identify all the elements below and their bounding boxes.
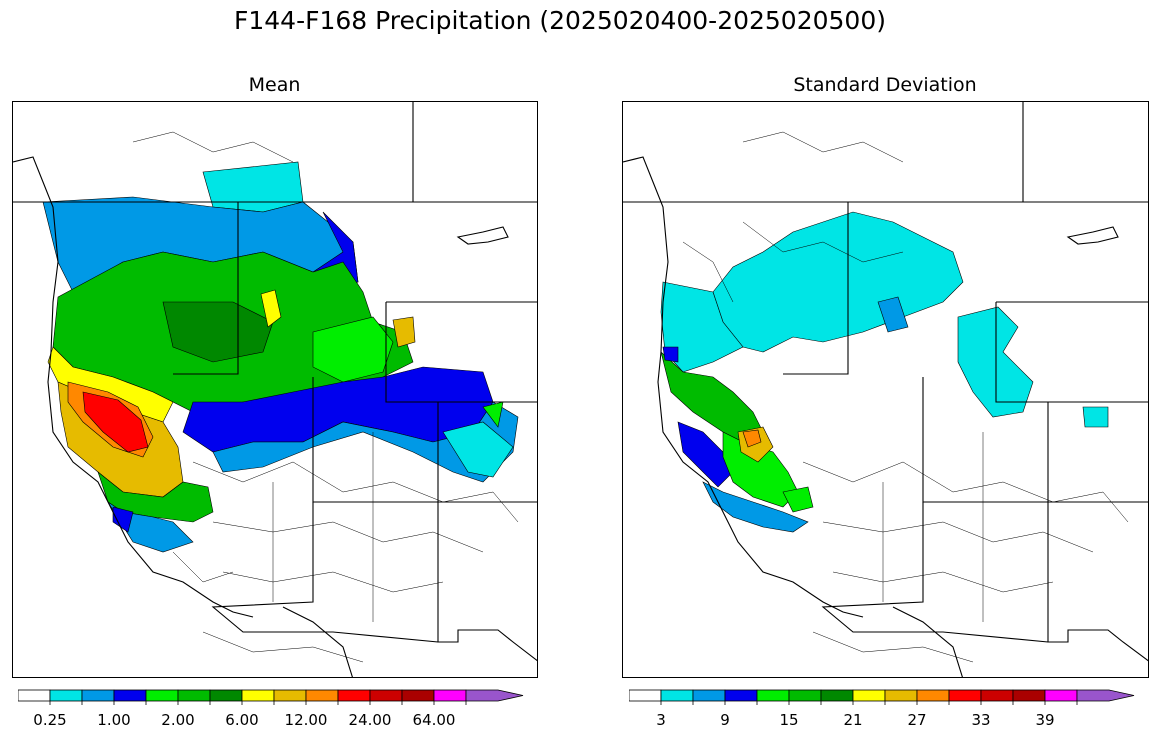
colorbar-segment [788,689,822,702]
colorbar-segment [1044,689,1078,702]
border-state-f [211,502,439,643]
colorbar-segment [629,689,662,702]
colorbar-segment [980,689,1014,702]
map-std-svg [623,102,1148,677]
region-gold-east [392,316,416,348]
border-state-a [173,202,239,375]
std-region-green-sierra [782,486,814,513]
region-cyan-north [202,161,304,213]
colorbar-segment [49,689,83,702]
region-lightgreen [312,316,394,383]
colorbar-segment [820,689,854,702]
colorbar-segment [113,689,147,702]
colorbar-segment [241,689,275,702]
colorbar-segment [337,689,371,702]
colorbar-mean-labels: 0.25 1.00 2.00 6.00 12.00 24.00 64.00 [18,711,538,731]
colorbar-mean [18,689,524,705]
region-yellow-idaho [260,289,282,328]
colorbar-segment [177,689,211,702]
colorbar-segment [660,689,694,702]
colorbar-tick-label: 15 [779,711,799,729]
colorbar-segment [692,689,726,702]
colorbar-tick-label: 64.00 [412,711,456,729]
colorbar-segment [1076,689,1135,702]
colorbar-tick-label: 1.00 [97,711,131,729]
colorbar-segment [724,689,758,702]
panel-title-mean: Mean [248,74,301,96]
region-darkgreen [162,301,274,363]
std-region-green-coast [660,351,764,443]
std-region-orange-ca [742,429,762,448]
colorbar-std-labels: 3 9 15 21 27 33 39 [629,711,1149,731]
border-mexico [282,606,353,677]
map-mean-svg [13,102,537,677]
colorbar-tick-label: 27 [907,711,927,729]
map-std [622,101,1149,678]
region-cyan-east [442,421,514,478]
colorbar-segment [1012,689,1046,702]
lake-outline [456,226,509,245]
std-coastline [623,156,864,618]
colorbar-segment [916,689,950,702]
colorbar-segment [948,689,982,702]
colorbar-segment [465,689,524,702]
border-state-d [385,302,537,403]
colorbar-std [629,689,1135,705]
colorbar-segment [433,689,467,702]
colorbar-segment [145,689,179,702]
colorbar-segment [305,689,339,702]
colorbar-tick-label: 24.00 [348,711,392,729]
region-red-coast [82,391,149,453]
std-border-mexico [892,606,963,677]
colorbar-segment [18,689,51,702]
colorbar-tick-label: 6.00 [225,711,259,729]
region-darkblue-socal [112,506,134,533]
colorbar-tick-label: 3 [656,711,666,729]
std-border-state-d [995,302,1148,403]
figure-title: F144-F168 Precipitation (2025020400-2025… [233,6,886,35]
colorbar-tick-label: 12.00 [284,711,328,729]
colorbar-tick-label: 21 [843,711,863,729]
colorbar-segment [756,689,790,702]
colorbar-segment [273,689,307,702]
std-region-blue-socal [702,481,809,533]
std-region-darkblue-coast [662,346,679,363]
colorbar-segment [852,689,886,702]
region-blue-central [212,401,519,483]
colorbar-tick-label: 0.25 [33,711,67,729]
std-region-cyan-north [712,211,964,353]
std-region-cyan-far-east [1082,406,1109,428]
colorbar-segment [369,689,403,702]
std-border-state-f [821,502,1049,643]
region-green-east [482,401,504,428]
std-border-state-a [783,202,849,375]
std-lake-outline [1066,226,1119,245]
coastline [13,156,254,618]
std-border-state-b [922,377,1148,503]
colorbar-segment [209,689,243,702]
colorbar-segment [401,689,435,702]
colorbar-tick-label: 9 [720,711,730,729]
map-mean [12,101,538,678]
std-region-blue-idaho [877,296,909,333]
std-region-darkblue-ca [677,421,734,488]
colorbar-segment [81,689,115,702]
colorbar-tick-label: 39 [1035,711,1055,729]
colorbar-tick-label: 2.00 [161,711,195,729]
panel-title-std: Standard Deviation [793,74,977,96]
std-border-state-e [1047,402,1148,662]
colorbar-tick-label: 33 [971,711,991,729]
colorbar-segment [884,689,918,702]
